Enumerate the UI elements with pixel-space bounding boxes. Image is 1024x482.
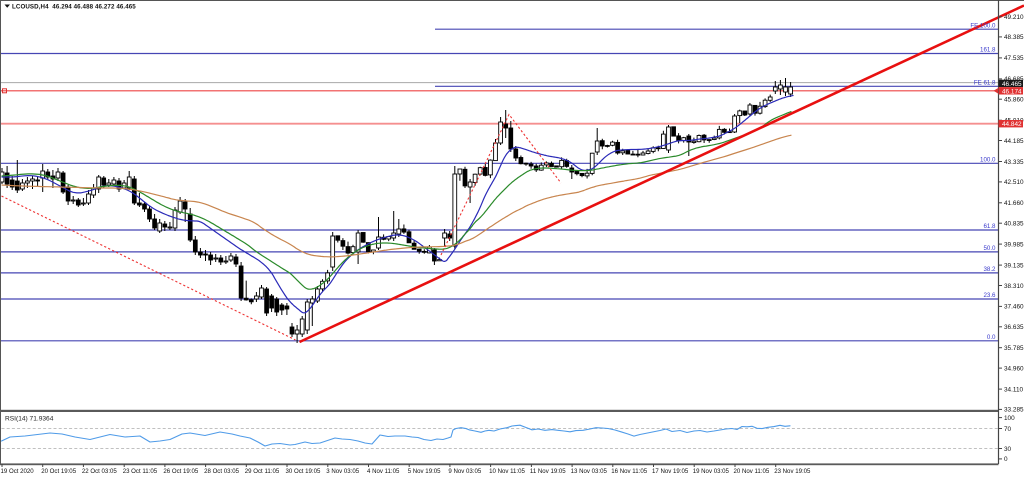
svg-text:46.174: 46.174 xyxy=(1002,88,1022,95)
svg-text:45.860: 45.860 xyxy=(1004,97,1024,104)
svg-text:4 Nov 11:05: 4 Nov 11:05 xyxy=(367,468,400,475)
svg-text:23 Nov 19:05: 23 Nov 19:05 xyxy=(774,468,811,475)
svg-text:13 Nov 03:05: 13 Nov 03:05 xyxy=(571,468,608,475)
svg-text:61.8: 61.8 xyxy=(983,223,996,230)
svg-text:22 Oct 03:05: 22 Oct 03:05 xyxy=(82,468,118,475)
svg-text:9 Nov 03:05: 9 Nov 03:05 xyxy=(448,468,481,475)
svg-text:161.8: 161.8 xyxy=(980,47,996,54)
svg-text:20 Nov 11:05: 20 Nov 11:05 xyxy=(734,468,770,475)
svg-text:11 Nov 19:05: 11 Nov 19:05 xyxy=(530,468,566,475)
svg-text:40.835: 40.835 xyxy=(1004,221,1024,228)
svg-text:100.0: 100.0 xyxy=(980,157,996,164)
svg-text:LCOUSD,H4 46.294 46.488 46.27: LCOUSD,H4 46.294 46.488 46.272 46.465 xyxy=(12,4,136,11)
svg-text:0: 0 xyxy=(1004,456,1008,463)
svg-text:5 Nov 19:05: 5 Nov 19:05 xyxy=(408,468,441,475)
svg-text:34.960: 34.960 xyxy=(1004,365,1024,372)
svg-text:16 Nov 11:05: 16 Nov 11:05 xyxy=(611,468,647,475)
svg-text:19 Oct 2020: 19 Oct 2020 xyxy=(1,468,35,475)
svg-text:33.285: 33.285 xyxy=(1004,407,1024,414)
svg-text:30: 30 xyxy=(1004,446,1012,453)
svg-text:28 Oct 03:05: 28 Oct 03:05 xyxy=(204,468,240,475)
svg-text:FE 61.8: FE 61.8 xyxy=(974,80,996,87)
svg-text:36.635: 36.635 xyxy=(1004,324,1024,331)
svg-text:43.335: 43.335 xyxy=(1004,159,1024,166)
svg-text:23.6: 23.6 xyxy=(983,292,996,299)
svg-text:42.510: 42.510 xyxy=(1004,179,1024,186)
svg-text:35.785: 35.785 xyxy=(1004,345,1024,352)
svg-text:23 Oct 11:05: 23 Oct 11:05 xyxy=(123,468,158,475)
svg-text:19 Nov 03:05: 19 Nov 03:05 xyxy=(693,468,730,475)
svg-text:41.660: 41.660 xyxy=(1004,200,1024,207)
svg-text:FE 100.0: FE 100.0 xyxy=(970,22,996,29)
svg-text:3 Nov 03:05: 3 Nov 03:05 xyxy=(326,468,359,475)
svg-text:10 Nov 11:05: 10 Nov 11:05 xyxy=(489,468,525,475)
svg-text:17 Nov 19:05: 17 Nov 19:05 xyxy=(652,468,689,475)
svg-text:47.535: 47.535 xyxy=(1004,55,1024,62)
svg-text:37.460: 37.460 xyxy=(1004,304,1024,311)
svg-text:RSI(14) 71.9364: RSI(14) 71.9364 xyxy=(5,416,54,423)
svg-text:30 Oct 19:05: 30 Oct 19:05 xyxy=(286,468,322,475)
svg-text:29 Oct 11:05: 29 Oct 11:05 xyxy=(245,468,280,475)
svg-text:39.135: 39.135 xyxy=(1004,262,1024,269)
svg-text:38.310: 38.310 xyxy=(1004,283,1024,290)
svg-text:39.985: 39.985 xyxy=(1004,241,1024,248)
svg-text:34.110: 34.110 xyxy=(1004,386,1024,393)
svg-text:100: 100 xyxy=(1004,415,1015,422)
svg-text:44.185: 44.185 xyxy=(1004,138,1024,145)
svg-text:46.465: 46.465 xyxy=(1002,81,1022,88)
svg-text:70: 70 xyxy=(1004,426,1012,433)
svg-text:0.0: 0.0 xyxy=(987,334,996,341)
svg-text:38.2: 38.2 xyxy=(983,266,996,273)
svg-text:20 Oct 19:05: 20 Oct 19:05 xyxy=(41,468,77,475)
svg-text:48.385: 48.385 xyxy=(1004,34,1024,41)
svg-text:26 Oct 19:05: 26 Oct 19:05 xyxy=(163,468,199,475)
svg-text:44.842: 44.842 xyxy=(1002,121,1022,128)
svg-text:50.0: 50.0 xyxy=(983,245,996,252)
svg-text:49.210: 49.210 xyxy=(1004,14,1024,21)
